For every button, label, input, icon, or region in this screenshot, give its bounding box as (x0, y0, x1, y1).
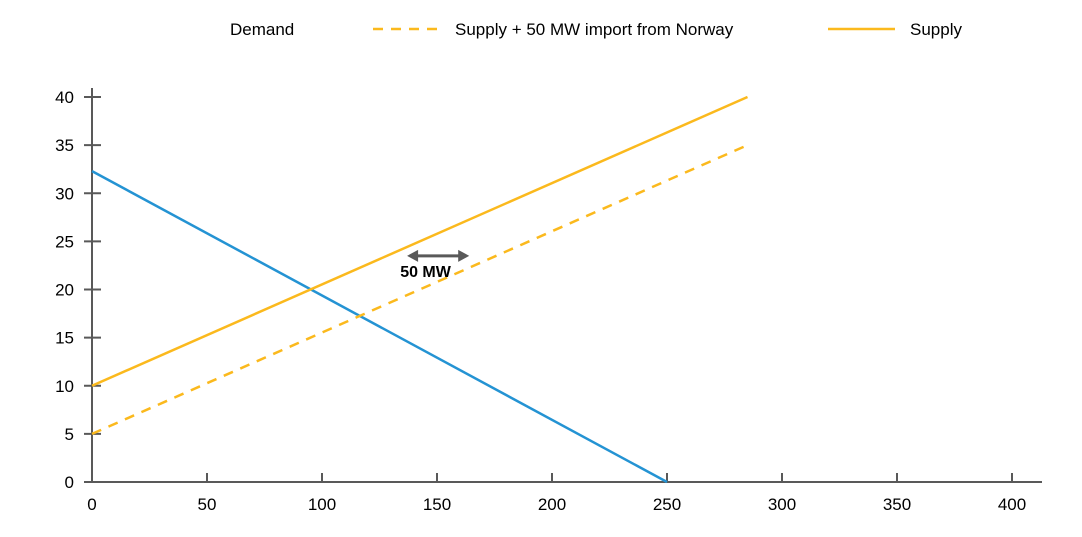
x-tick-label: 250 (653, 495, 681, 514)
y-tick-label: 15 (55, 329, 74, 348)
x-tick-label: 300 (768, 495, 796, 514)
series-layer (91, 95, 749, 484)
legend-label-demand: Demand (230, 20, 294, 39)
x-tick-label: 400 (998, 495, 1026, 514)
x-tick-label: 200 (538, 495, 566, 514)
y-tick-label: 35 (55, 136, 74, 155)
x-tick-label: 350 (883, 495, 911, 514)
legend: Demand Supply + 50 MW import from Norway S… (230, 20, 962, 39)
x-tick-label: 100 (308, 495, 336, 514)
series-line-supply (91, 95, 749, 387)
axes: 0 50 100 150 200 250 300 350 400 0 5 10 15 20 25 30 35 40 (55, 88, 1042, 514)
legend-label-supply: Supply (910, 20, 962, 39)
series-line-demand (91, 170, 668, 484)
x-tick-label: 50 (198, 495, 217, 514)
y-tick-label: 0 (65, 473, 74, 492)
arrow-head-right (458, 249, 470, 262)
annotation-label: 50 MW (400, 264, 452, 281)
y-tick-label: 40 (55, 88, 74, 107)
x-tick-label: 0 (87, 495, 96, 514)
y-tick-label: 10 (55, 377, 74, 396)
y-tick-label: 5 (65, 425, 74, 444)
series-line-supply_import (91, 143, 749, 436)
y-tick-label: 30 (55, 184, 74, 203)
legend-label-supply_import: Supply + 50 MW import from Norway (455, 20, 734, 39)
double-arrow-annotation (407, 249, 470, 262)
y-tick-label: 20 (55, 281, 74, 300)
arrow-head-left (407, 249, 419, 262)
x-tick-label: 150 (423, 495, 451, 514)
y-tick-label: 25 (55, 232, 74, 251)
annotations: 50 MW (400, 249, 470, 281)
